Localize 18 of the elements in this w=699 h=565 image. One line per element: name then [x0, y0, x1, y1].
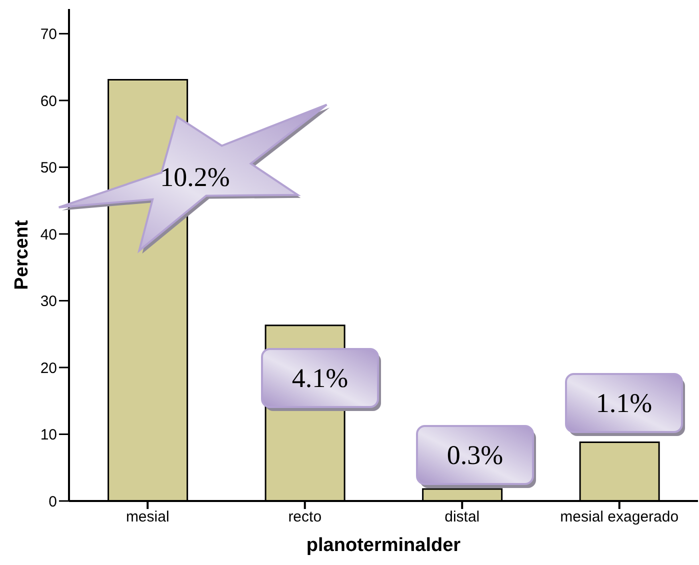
- x-tick-label: recto: [288, 508, 322, 526]
- y-tick-label: 70: [40, 26, 57, 44]
- y-tick-label: 50: [40, 160, 57, 177]
- y-tick-label: 0: [48, 493, 57, 510]
- y-tick-label: 10: [40, 426, 57, 444]
- y-tick-label: 20: [40, 360, 57, 377]
- x-tick-label: mesial exagerado: [560, 508, 679, 526]
- y-tick-label: 30: [40, 293, 57, 310]
- annotation: 10.2%: [160, 162, 230, 192]
- annotation: 0.3%: [446, 440, 504, 470]
- annotation: 4.1%: [292, 363, 348, 393]
- x-axis-title: planoterminalder: [306, 535, 462, 556]
- y-tick-label: 40: [40, 226, 57, 244]
- y-axis-title: Percent: [12, 219, 33, 290]
- annotation: 1.1%: [596, 388, 652, 418]
- y-tick-label: 60: [40, 92, 57, 110]
- x-tick-label: distal: [444, 508, 480, 526]
- x-tick-label: mesial: [126, 508, 170, 526]
